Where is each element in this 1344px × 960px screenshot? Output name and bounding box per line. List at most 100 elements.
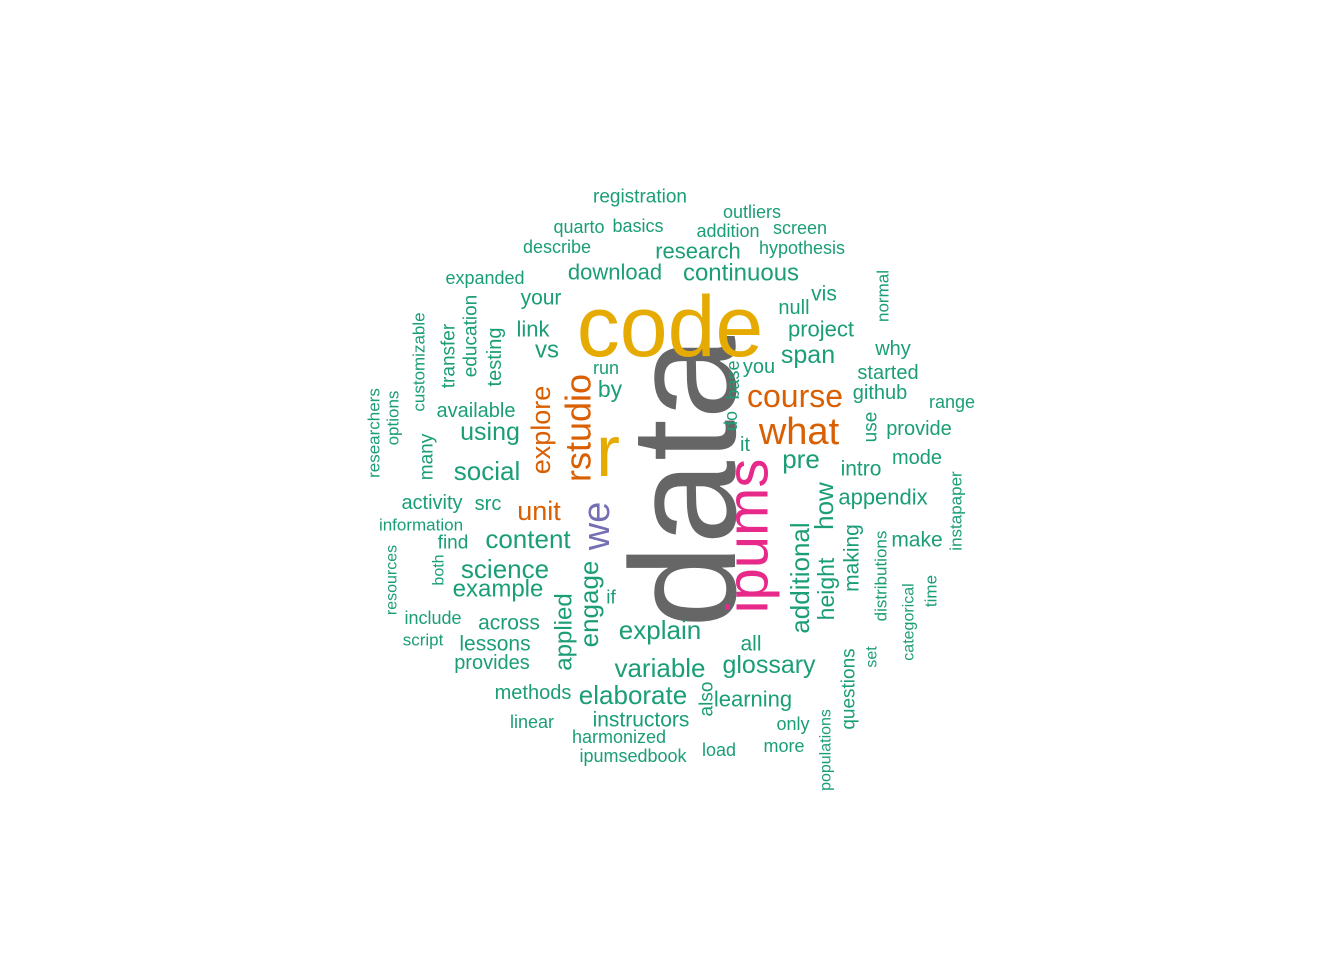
word-continuous: continuous: [683, 260, 799, 287]
word-addition: addition: [696, 221, 759, 241]
word-project: project: [788, 317, 854, 342]
word-content: content: [485, 524, 571, 554]
word-unit: unit: [517, 496, 561, 526]
word-distributions: distributions: [872, 531, 891, 622]
word-src: src: [475, 493, 502, 515]
word-if: if: [606, 588, 616, 609]
word-example: example: [453, 576, 544, 603]
word-only: only: [776, 714, 809, 734]
word-course: course: [747, 378, 843, 414]
word-applied: applied: [551, 593, 578, 670]
word-glossary: glossary: [722, 651, 816, 679]
word-ipumsedbook: ipumsedbook: [579, 746, 687, 766]
word-download: download: [568, 260, 662, 285]
word-time: time: [922, 575, 941, 607]
word-elaborate: elaborate: [579, 680, 687, 710]
word-run: run: [593, 358, 619, 378]
word-range: range: [929, 392, 975, 412]
word-activity: activity: [401, 492, 462, 514]
word-engage: engage: [574, 561, 604, 648]
word-quarto: quarto: [553, 217, 604, 237]
word-link: link: [516, 317, 550, 342]
word-researchers: researchers: [365, 388, 384, 478]
word-registration: registration: [593, 187, 687, 208]
word-learning: learning: [714, 687, 792, 712]
word-code: code: [577, 279, 764, 375]
word-science: science: [461, 554, 549, 584]
word-screen: screen: [773, 218, 827, 238]
word-mode: mode: [892, 447, 942, 469]
word-github: github: [853, 382, 908, 404]
word-variable: variable: [614, 653, 705, 683]
word-harmonized: harmonized: [572, 727, 666, 747]
word-started: started: [857, 362, 918, 384]
word-vis: vis: [811, 283, 837, 306]
word-information: information: [379, 516, 463, 535]
word-available: available: [437, 400, 516, 422]
word-additional: additional: [785, 522, 815, 633]
word-also: also: [697, 682, 718, 717]
word-include: include: [404, 608, 461, 628]
word-by: by: [598, 376, 623, 402]
word-more: more: [763, 736, 804, 756]
word-basics: basics: [612, 216, 663, 236]
word-normal: normal: [874, 270, 893, 322]
word-outliers: outliers: [723, 202, 781, 222]
word-find: find: [438, 533, 469, 554]
word-instructors: instructors: [593, 709, 690, 732]
word-resources: resources: [384, 545, 401, 615]
word-expanded: expanded: [445, 268, 524, 288]
word-across: across: [478, 612, 540, 635]
word-hypothesis: hypothesis: [759, 238, 845, 258]
word-provides: provides: [454, 652, 530, 674]
word-vs: vs: [535, 337, 559, 364]
word-explain: explain: [619, 615, 701, 645]
word-script: script: [403, 631, 444, 650]
word-instapaper: instapaper: [947, 471, 966, 551]
word-lessons: lessons: [459, 633, 530, 656]
word-you: you: [743, 356, 775, 378]
word-intro: intro: [841, 458, 882, 481]
word-r: r: [596, 412, 620, 492]
word-testing: testing: [484, 328, 506, 387]
word-questions: questions: [839, 648, 860, 729]
word-social: social: [454, 456, 520, 486]
word-height: height: [813, 557, 839, 620]
word-all: all: [740, 633, 761, 656]
word-what: what: [758, 411, 840, 453]
word-it: it: [740, 434, 750, 456]
word-set: set: [864, 646, 881, 668]
word-many: many: [417, 433, 438, 480]
word-describe: describe: [523, 237, 591, 257]
word-span: span: [781, 341, 835, 369]
word-data: data: [599, 335, 767, 628]
word-methods: methods: [495, 682, 572, 704]
word-categorical: categorical: [901, 583, 918, 660]
word-making: making: [841, 524, 864, 592]
word-provide: provide: [886, 418, 952, 440]
word-use: use: [861, 412, 882, 443]
word-how: how: [809, 482, 839, 530]
word-education: education: [461, 295, 482, 377]
word-your: your: [521, 287, 562, 310]
word-transfer: transfer: [439, 323, 460, 388]
word-load: load: [702, 740, 736, 760]
word-null: null: [778, 297, 809, 319]
word-make: make: [891, 529, 942, 552]
word-appendix: appendix: [838, 485, 927, 510]
word-customizable: customizable: [410, 312, 429, 411]
word-base: base: [723, 360, 743, 399]
word-pre: pre: [782, 444, 820, 474]
word-we: we: [576, 502, 618, 552]
word-linear: linear: [510, 712, 554, 732]
word-both: both: [431, 554, 448, 585]
word-using: using: [460, 418, 520, 446]
word-rstudio: rstudio: [558, 374, 599, 482]
word-explore: explore: [526, 386, 556, 475]
word-do: do: [721, 411, 741, 431]
word-populations: populations: [818, 709, 835, 791]
word-research: research: [655, 239, 741, 264]
word-why: why: [874, 338, 911, 360]
word-options: options: [384, 391, 403, 446]
